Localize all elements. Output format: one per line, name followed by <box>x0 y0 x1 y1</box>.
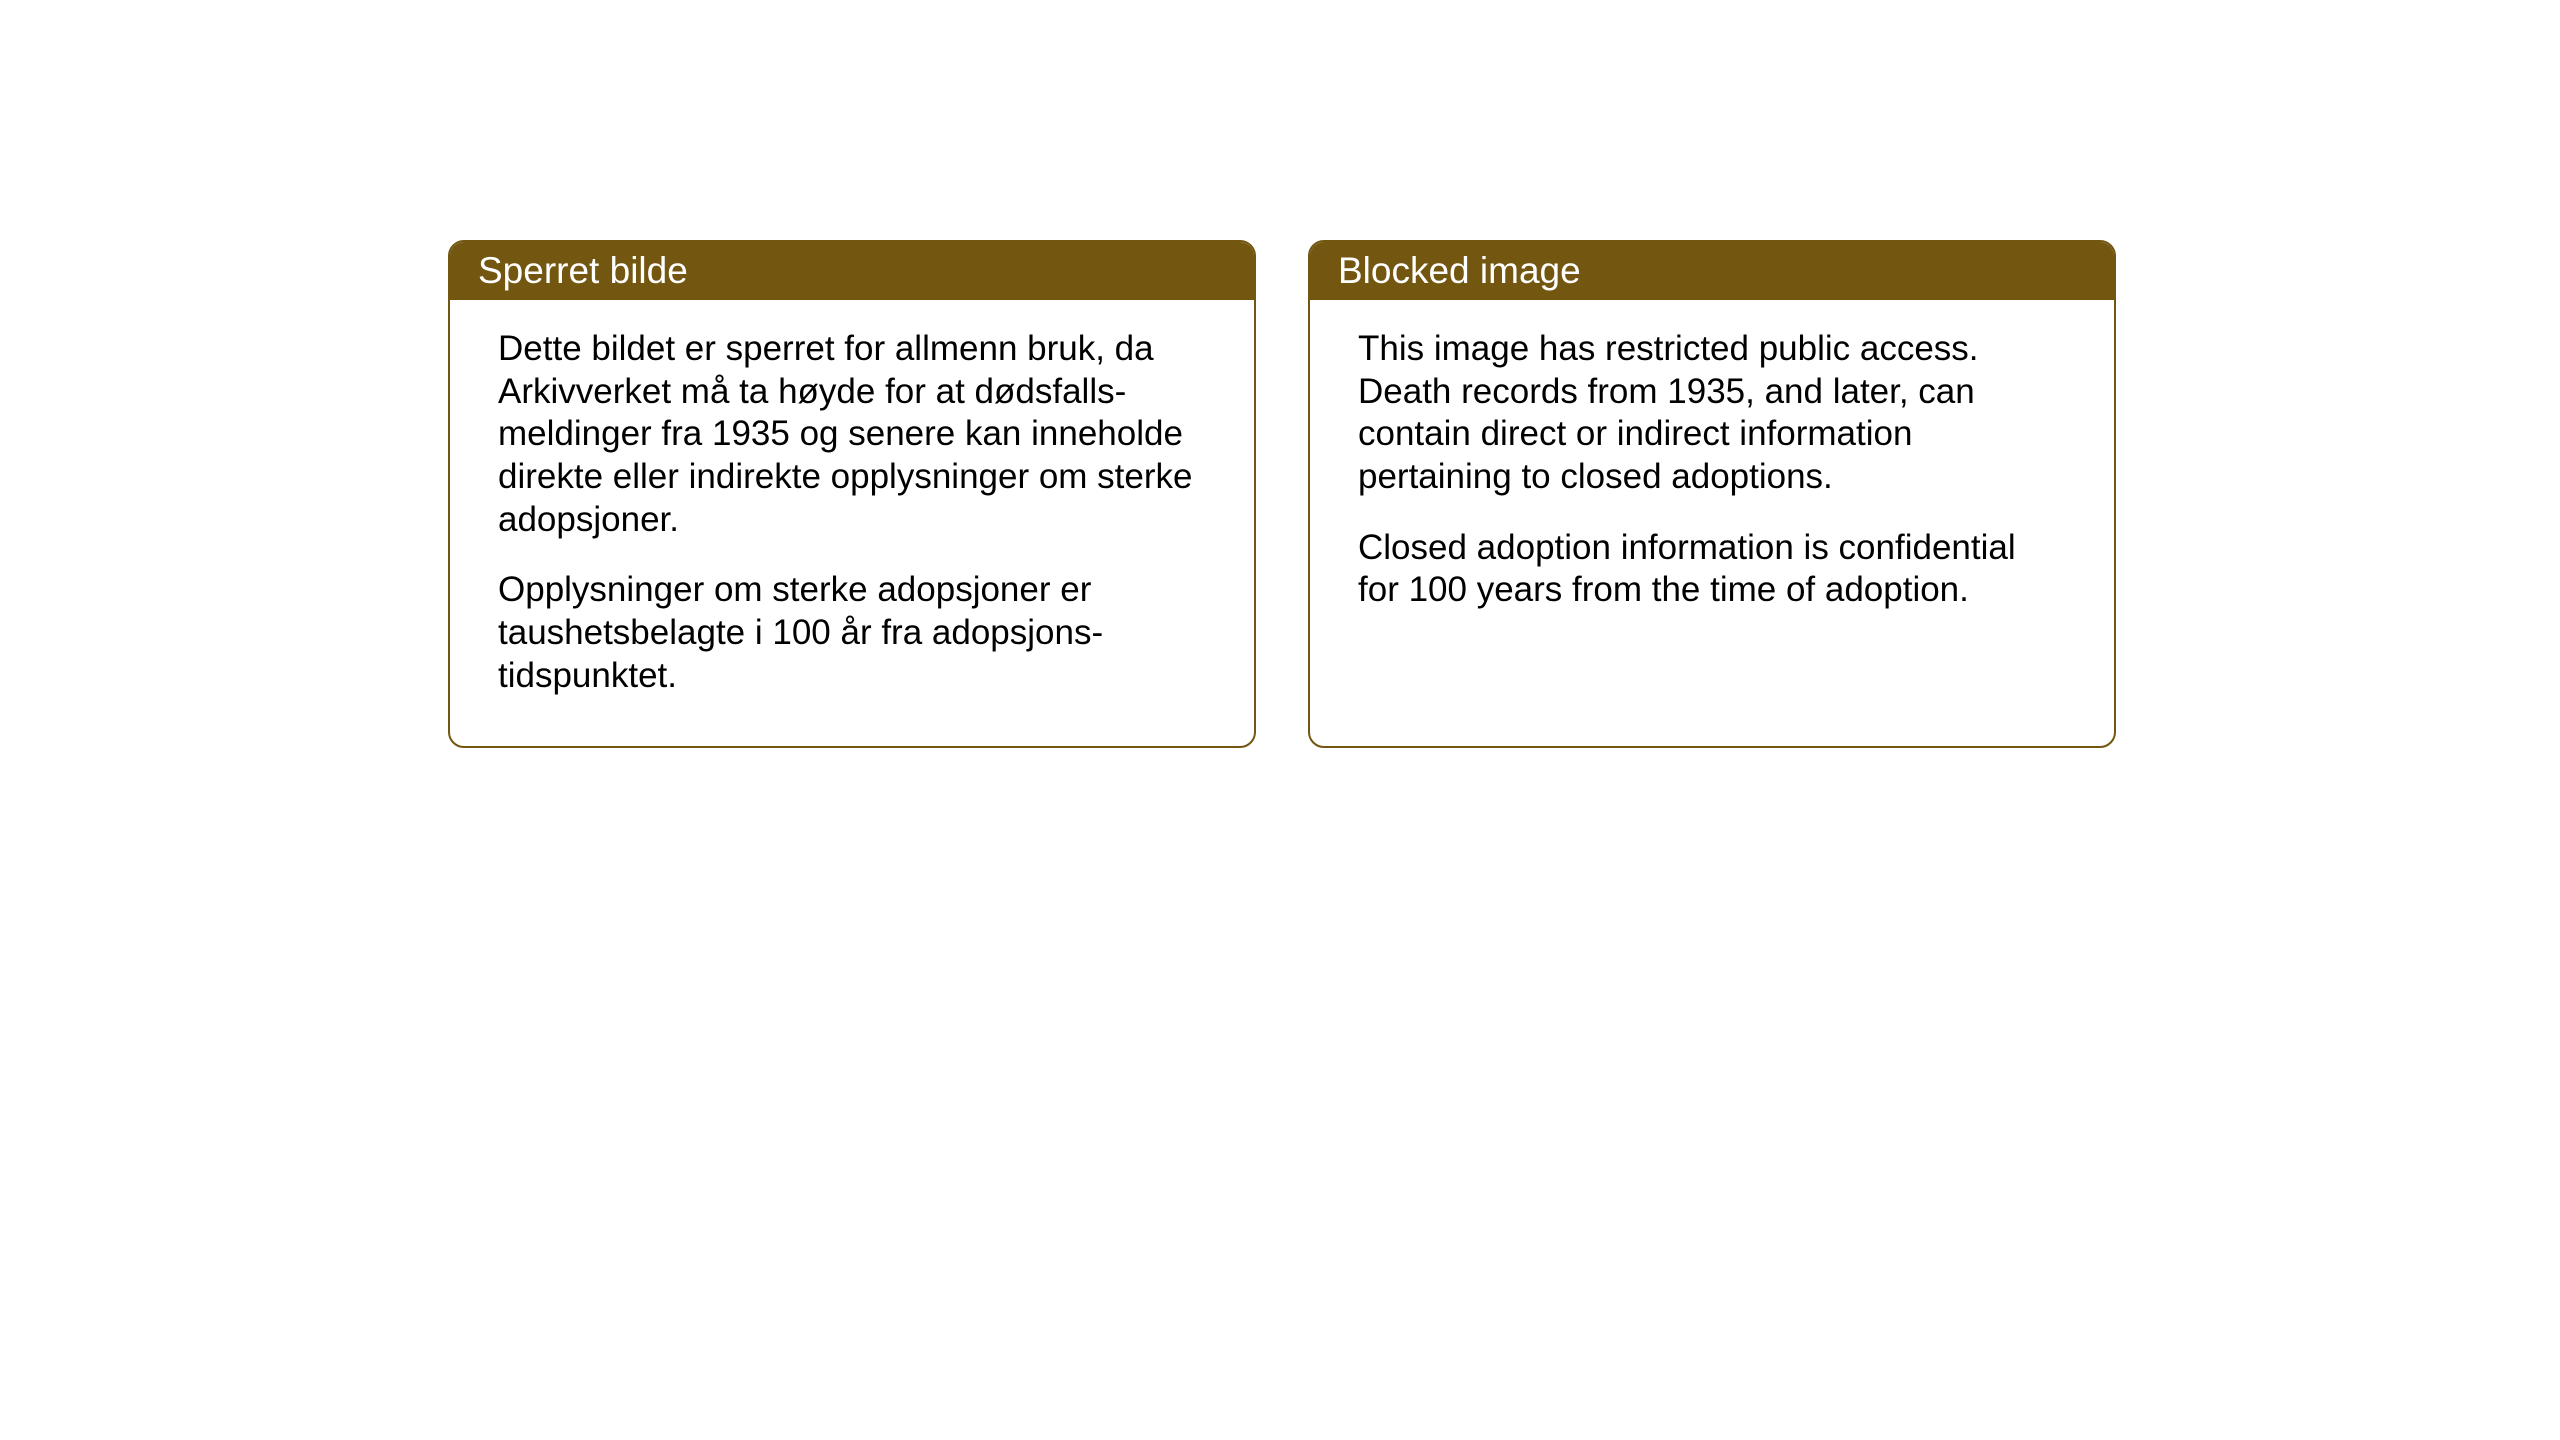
card-paragraph-english-1: This image has restricted public access.… <box>1358 328 2066 499</box>
card-header-norwegian: Sperret bilde <box>450 242 1254 300</box>
card-paragraph-norwegian-2: Opplysninger om sterke adopsjoner er tau… <box>498 569 1206 697</box>
card-paragraph-english-2: Closed adoption information is confident… <box>1358 527 2066 612</box>
card-norwegian: Sperret bilde Dette bildet er sperret fo… <box>448 240 1256 748</box>
card-title-english: Blocked image <box>1338 250 1581 291</box>
card-body-norwegian: Dette bildet er sperret for allmenn bruk… <box>450 300 1254 746</box>
card-title-norwegian: Sperret bilde <box>478 250 688 291</box>
card-paragraph-norwegian-1: Dette bildet er sperret for allmenn bruk… <box>498 328 1206 541</box>
card-header-english: Blocked image <box>1310 242 2114 300</box>
cards-container: Sperret bilde Dette bildet er sperret fo… <box>448 240 2116 748</box>
card-body-english: This image has restricted public access.… <box>1310 300 2114 660</box>
card-english: Blocked image This image has restricted … <box>1308 240 2116 748</box>
